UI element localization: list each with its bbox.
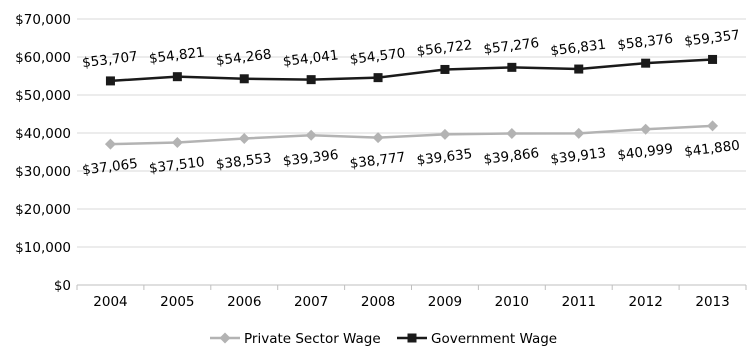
- y-axis-tick-labels: $0 $10,000 $20,000 $30,000 $40,000 $50,000 $60…: [15, 12, 71, 294]
- y-tick-label: $70,000: [15, 12, 71, 28]
- data-label: $54,570: [349, 45, 406, 68]
- data-label: $56,831: [550, 37, 607, 60]
- data-label: $54,821: [148, 44, 205, 67]
- x-tick-label: 2008: [361, 294, 395, 310]
- y-tick-label: $30,000: [15, 164, 71, 180]
- data-label: $39,635: [416, 146, 473, 169]
- x-axis: [76, 284, 747, 290]
- x-axis-tick-labels: 2004 2005 2006 2007 2008 2009 2010 2011 2012 2013: [93, 294, 729, 310]
- data-point-marker: [105, 76, 115, 86]
- y-tick-label: $60,000: [15, 50, 71, 66]
- data-point-marker: [641, 58, 651, 68]
- x-tick-label: 2012: [628, 294, 662, 310]
- gridlines: [77, 18, 746, 248]
- y-tick-label: $10,000: [15, 240, 71, 256]
- data-point-marker: [172, 72, 182, 82]
- data-point-marker: [707, 120, 719, 132]
- data-label: $37,065: [81, 156, 138, 179]
- x-tick-label: 2006: [227, 294, 261, 310]
- data-label: $59,357: [683, 27, 740, 50]
- series-group: [104, 54, 719, 150]
- data-label: $39,396: [282, 147, 339, 170]
- data-point-marker: [372, 132, 384, 144]
- data-label: $54,041: [282, 47, 339, 70]
- data-label: $38,553: [215, 150, 272, 173]
- x-tick-label: 2009: [428, 294, 462, 310]
- data-label: $57,276: [483, 35, 540, 58]
- data-label: $39,866: [483, 145, 540, 168]
- data-label: $53,707: [81, 49, 138, 72]
- data-point-marker: [306, 75, 316, 85]
- legend-label: Government Wage: [431, 331, 557, 347]
- data-point-marker: [506, 128, 518, 140]
- data-point-marker: [373, 73, 383, 83]
- data-point-marker: [708, 54, 718, 64]
- x-tick-label: 2013: [695, 294, 729, 310]
- x-tick-label: 2004: [93, 294, 127, 310]
- data-label: $40,999: [616, 141, 673, 164]
- data-label: $56,722: [416, 37, 473, 60]
- data-point-marker: [640, 123, 652, 135]
- data-label: $58,376: [616, 31, 673, 54]
- data-point-marker: [171, 136, 183, 148]
- y-tick-label: $0: [54, 278, 71, 294]
- x-tick-label: 2011: [562, 294, 596, 310]
- data-point-marker: [573, 127, 585, 139]
- data-label: $38,777: [349, 149, 406, 172]
- data-point-marker: [507, 62, 517, 72]
- data-label: $54,268: [215, 46, 272, 69]
- x-tick-label: 2007: [294, 294, 328, 310]
- y-tick-label: $20,000: [15, 202, 71, 218]
- data-point-marker: [104, 138, 116, 150]
- data-labels: $37,065 $37,510 $38,553 $39,396 $38,777 $39,6…: [81, 27, 740, 178]
- data-label: $41,880: [683, 138, 740, 161]
- data-point-marker: [238, 132, 250, 144]
- data-point-marker: [574, 64, 584, 74]
- legend-marker: [219, 332, 231, 344]
- data-label: $39,913: [550, 145, 607, 168]
- legend-label: Private Sector Wage: [244, 331, 381, 347]
- legend: Private Sector Wage Government Wage: [210, 331, 557, 347]
- data-label: $37,510: [148, 154, 205, 177]
- y-tick-label: $50,000: [15, 88, 71, 104]
- legend-marker: [407, 333, 417, 343]
- series-line-1: [110, 124, 713, 146]
- data-point-marker: [439, 128, 451, 140]
- y-tick-label: $40,000: [15, 126, 71, 142]
- x-tick-label: 2005: [160, 294, 194, 310]
- data-point-marker: [440, 64, 450, 74]
- data-point-marker: [305, 129, 317, 141]
- x-tick-label: 2010: [495, 294, 529, 310]
- series-line-2: [110, 58, 713, 83]
- data-point-marker: [239, 74, 249, 84]
